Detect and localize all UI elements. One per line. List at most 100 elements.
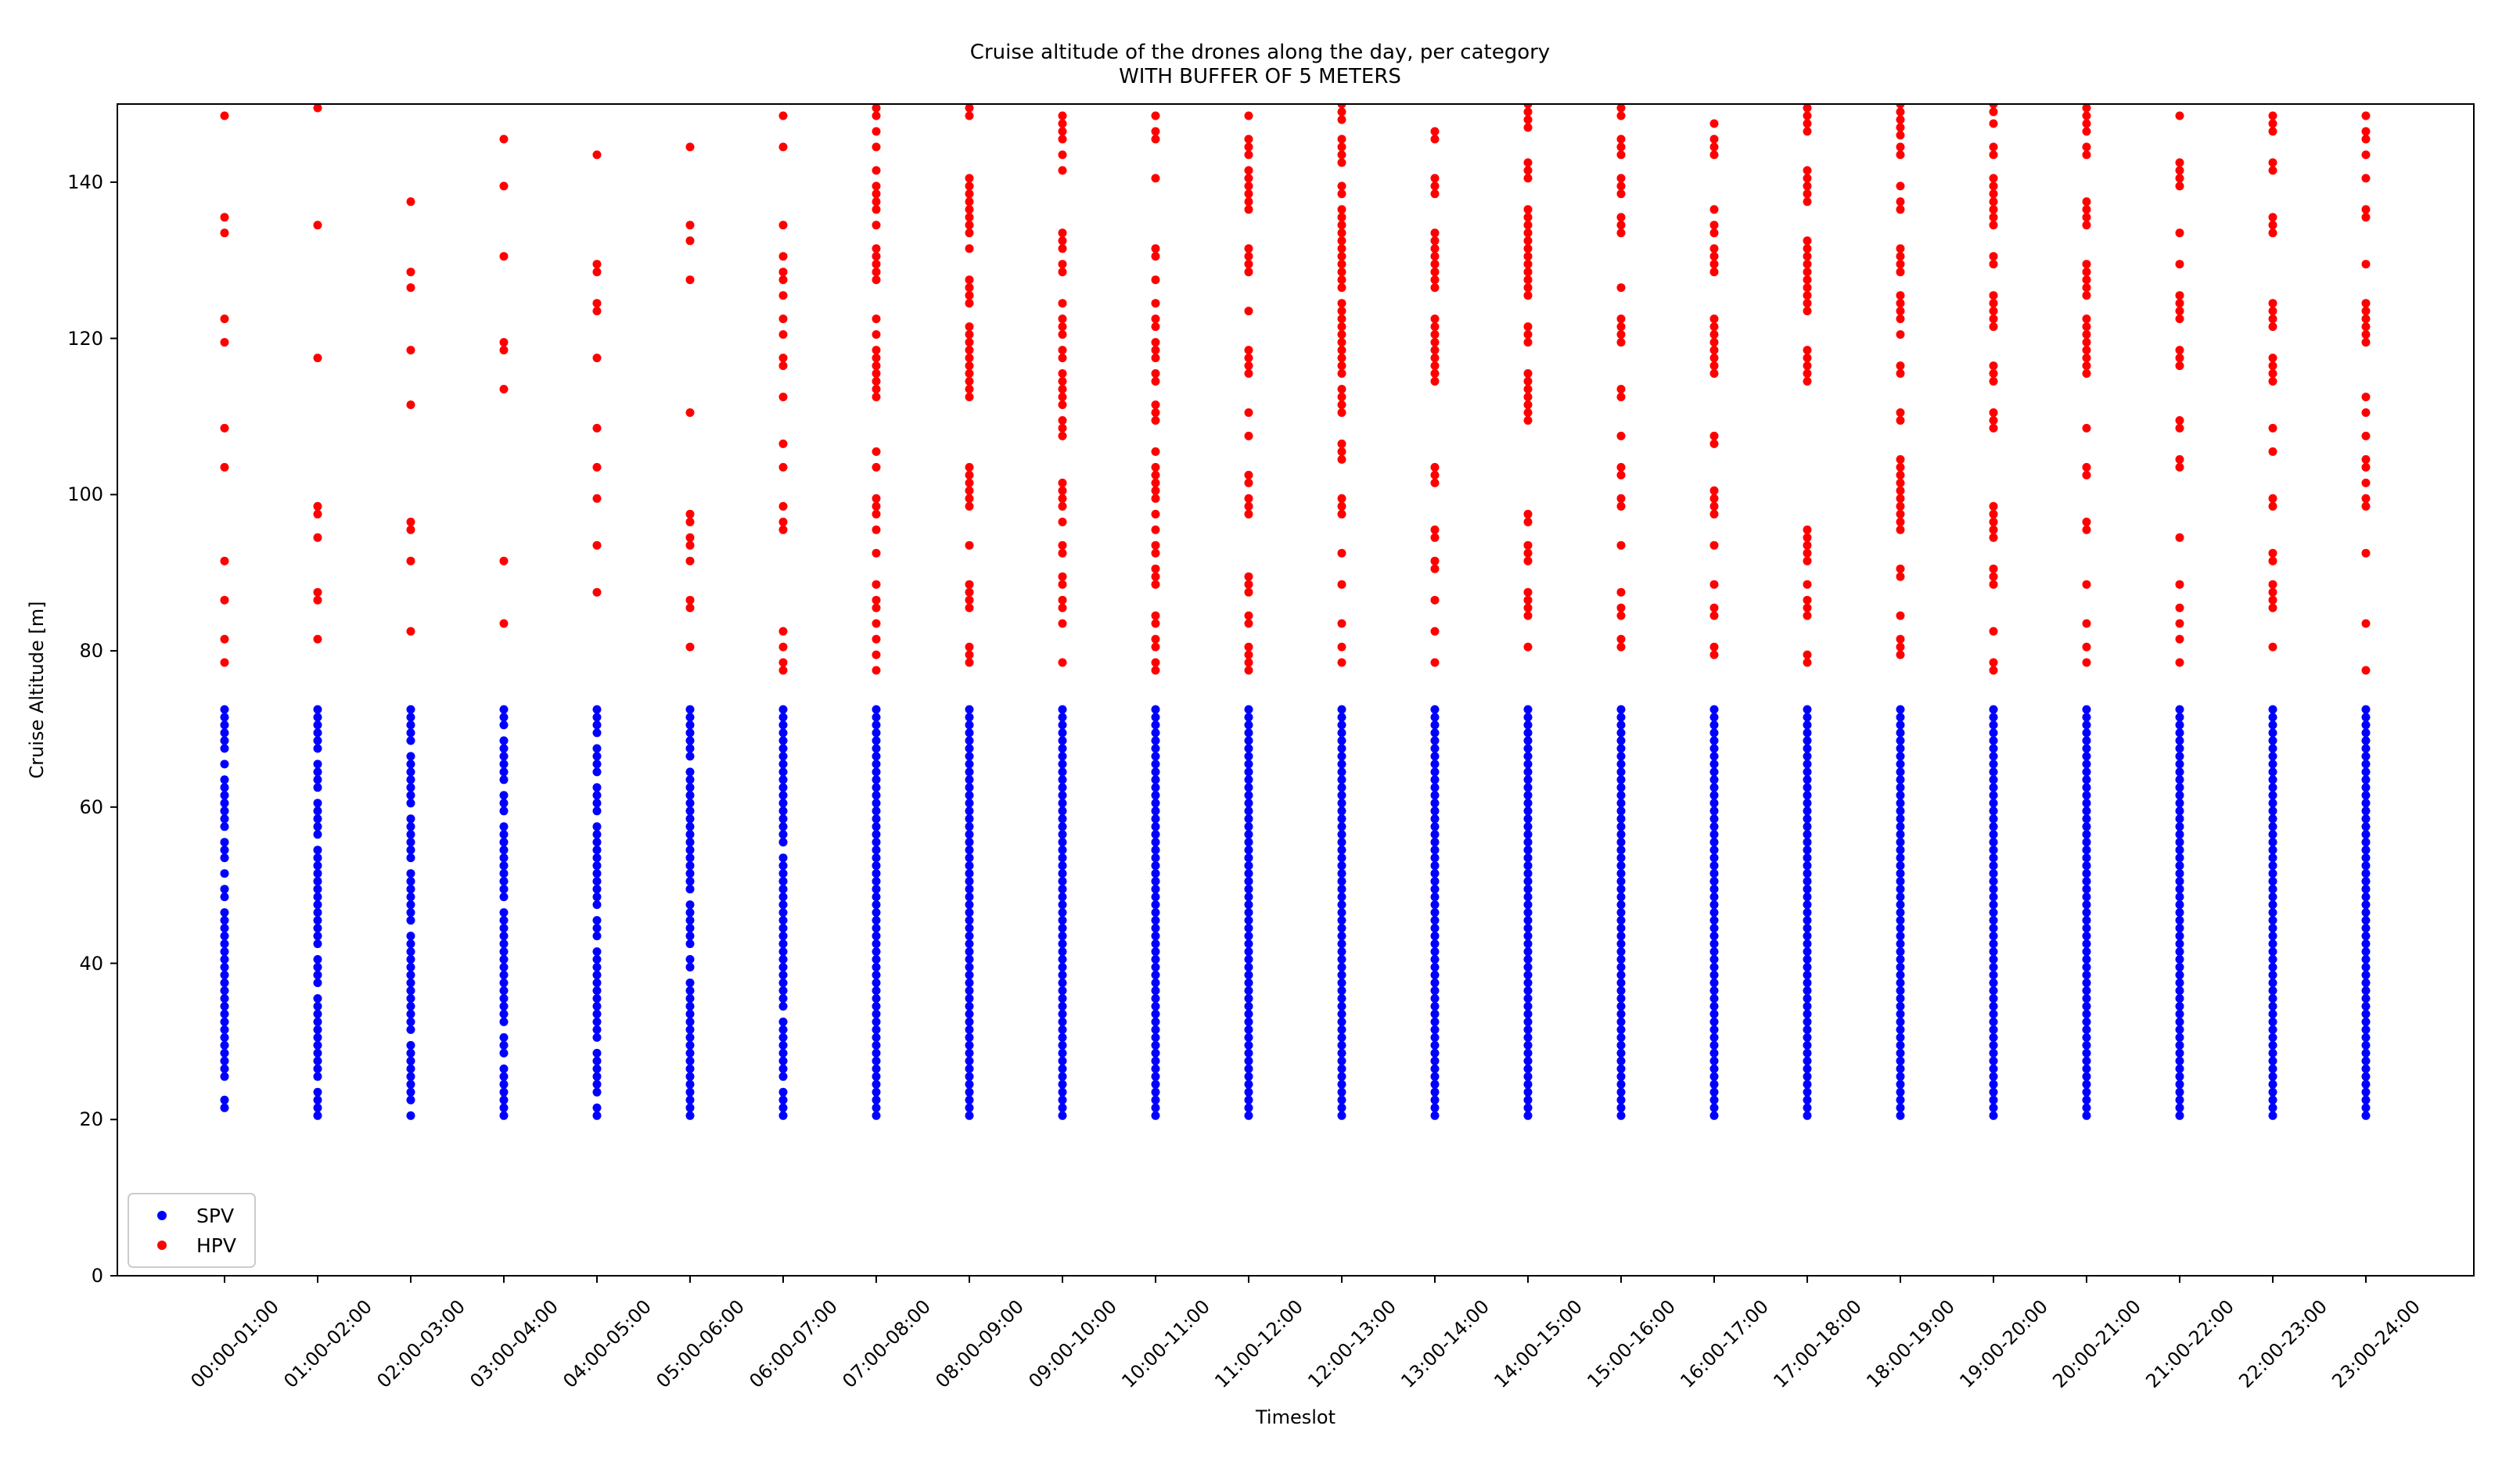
spv-data-point — [1337, 783, 1346, 792]
hpv-data-point — [965, 393, 974, 401]
spv-data-point — [313, 1087, 322, 1097]
hpv-data-point — [1523, 369, 1533, 378]
spv-data-point — [1523, 1095, 1533, 1104]
spv-data-point — [2268, 1072, 2277, 1081]
spv-data-point — [1151, 846, 1160, 855]
hpv-data-point — [1337, 454, 1346, 464]
spv-data-point — [220, 885, 229, 894]
spv-data-point — [965, 955, 974, 964]
spv-data-point — [406, 869, 415, 878]
spv-data-point — [965, 1056, 974, 1065]
hpv-data-point — [1616, 642, 1626, 652]
spv-data-point — [2361, 963, 2371, 971]
hpv-data-point — [1151, 564, 1160, 573]
spv-data-point — [1989, 1056, 1998, 1065]
spv-data-point — [406, 1048, 415, 1058]
spv-data-point — [2082, 752, 2091, 761]
hpv-data-point — [1058, 501, 1067, 511]
hpv-data-point — [778, 314, 788, 324]
spv-data-point — [1151, 736, 1160, 745]
spv-data-point — [1523, 869, 1533, 878]
spv-data-point — [1151, 1009, 1160, 1018]
spv-data-point — [2268, 1017, 2277, 1026]
spv-data-point — [2361, 986, 2371, 995]
hpv-data-point — [685, 556, 695, 566]
spv-data-point — [778, 814, 788, 824]
hpv-data-point — [2082, 525, 2091, 534]
spv-data-point — [778, 971, 788, 979]
spv-data-point — [2268, 720, 2277, 730]
spv-data-point — [1058, 1072, 1067, 1081]
hpv-data-point — [1337, 221, 1346, 230]
hpv-data-point — [1523, 252, 1533, 261]
spv-data-point — [1244, 861, 1253, 871]
spv-data-point — [1058, 1017, 1067, 1026]
spv-data-point — [1709, 994, 1719, 1003]
hpv-data-point — [1896, 517, 1905, 526]
spv-data-point — [965, 830, 974, 839]
spv-data-point — [1337, 799, 1346, 808]
hpv-data-point — [2361, 548, 2371, 558]
spv-data-point — [965, 1064, 974, 1073]
spv-data-point — [1709, 1111, 1719, 1120]
hpv-data-point — [1244, 361, 1253, 371]
hpv-data-point — [592, 540, 602, 550]
spv-data-point — [1616, 877, 1626, 886]
hpv-data-point — [1523, 236, 1533, 246]
spv-data-point — [685, 1017, 695, 1026]
hpv-data-point — [1989, 197, 1998, 206]
hpv-data-point — [1523, 408, 1533, 417]
spv-data-point — [2082, 705, 2091, 714]
spv-data-point — [1058, 1064, 1067, 1073]
spv-data-point — [2361, 1103, 2371, 1112]
spv-data-point — [1337, 924, 1346, 933]
spv-data-point — [965, 1072, 974, 1081]
spv-data-point — [499, 1079, 509, 1089]
spv-data-point — [1058, 1111, 1067, 1120]
hpv-data-point — [2175, 346, 2184, 355]
spv-data-point — [778, 1048, 788, 1058]
spv-data-point — [1709, 1056, 1719, 1065]
hpv-data-point — [2175, 174, 2184, 183]
spv-data-point — [499, 791, 509, 800]
spv-data-point — [872, 1025, 881, 1034]
hpv-data-point — [1803, 369, 1812, 378]
hpv-data-point — [1896, 150, 1905, 160]
hpv-data-point — [1989, 291, 1998, 300]
spv-data-point — [2268, 979, 2277, 987]
spv-data-point — [592, 1064, 602, 1073]
spv-data-point — [1803, 760, 1812, 769]
spv-data-point — [1523, 806, 1533, 816]
spv-data-point — [220, 908, 229, 918]
spv-data-point — [1430, 1064, 1440, 1073]
spv-data-point — [2175, 822, 2184, 831]
hpv-data-point — [2082, 283, 2091, 293]
hpv-data-point — [1058, 385, 1067, 393]
spv-data-point — [313, 783, 322, 792]
spv-data-point — [1989, 822, 1998, 831]
spv-data-point — [1151, 932, 1160, 941]
spv-data-point — [2361, 1056, 2371, 1065]
hpv-data-point — [965, 338, 974, 347]
spv-data-point — [313, 728, 322, 738]
hpv-data-point — [2361, 127, 2371, 136]
hpv-data-point — [965, 354, 974, 363]
spv-data-point — [1803, 799, 1812, 808]
spv-data-point — [1989, 877, 1998, 886]
hpv-data-point — [1709, 494, 1719, 503]
spv-data-point — [965, 806, 974, 816]
hpv-data-point — [1616, 603, 1626, 612]
hpv-data-point — [2175, 314, 2184, 324]
spv-data-point — [965, 799, 974, 808]
spv-data-point — [220, 939, 229, 949]
spv-data-point — [499, 1017, 509, 1026]
hpv-data-point — [2268, 307, 2277, 316]
spv-data-point — [499, 963, 509, 971]
spv-data-point — [1616, 971, 1626, 979]
spv-data-point — [1337, 1002, 1346, 1011]
spv-data-point — [220, 791, 229, 800]
spv-data-point — [2175, 1103, 2184, 1112]
spv-data-point — [1803, 994, 1812, 1003]
spv-data-point — [2082, 994, 2091, 1003]
